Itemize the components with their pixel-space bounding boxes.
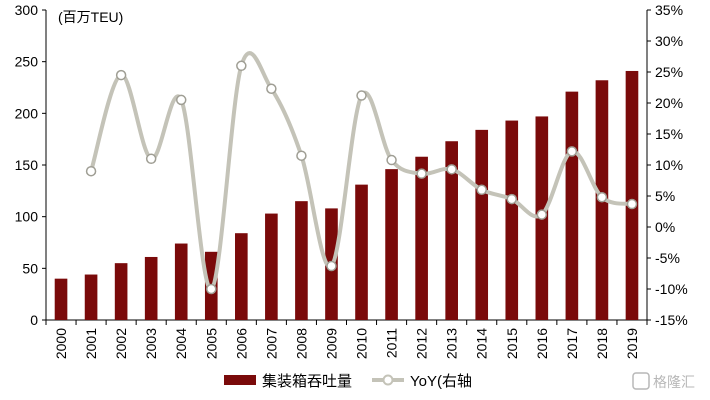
left-axis-ticks: 0 50 100 150 200 250 300 <box>15 2 46 328</box>
x-tick-label: 2000 <box>53 328 69 359</box>
yoy-point <box>566 146 578 157</box>
right-tick-label: 35% <box>655 2 683 18</box>
yoy-point <box>416 168 427 179</box>
x-tick-label: 2013 <box>444 328 460 359</box>
left-tick-label: 300 <box>15 2 39 18</box>
bar <box>174 243 188 320</box>
bar <box>235 233 248 320</box>
bar <box>144 256 158 320</box>
right-tick-label: 15% <box>655 126 683 142</box>
yoy-point <box>326 260 337 272</box>
x-tick-label: 2010 <box>354 328 370 359</box>
x-tick-label: 2015 <box>504 328 520 359</box>
left-tick-label: 250 <box>15 54 39 70</box>
yoy-point <box>206 283 217 295</box>
right-tick-label: -15% <box>655 312 688 328</box>
line-series <box>85 51 638 295</box>
yoy-point <box>446 164 457 175</box>
left-tick-label: 150 <box>15 157 39 173</box>
bar <box>295 201 308 320</box>
bar <box>355 184 368 320</box>
x-tick-label: 2012 <box>414 328 430 359</box>
x-tick-label: 2007 <box>263 328 279 359</box>
right-axis-ticks: -15% -10% -5% 0% 5% 10% 15% 20% 25% 30% 35% <box>647 2 688 328</box>
yoy-point <box>175 94 187 106</box>
right-tick-label: -10% <box>655 281 688 297</box>
yoy-point <box>506 193 518 205</box>
x-tick-label: 2018 <box>594 328 610 359</box>
x-tick-label: 2008 <box>293 328 309 359</box>
yoy-point <box>115 69 127 81</box>
left-tick-label: 100 <box>15 209 39 225</box>
left-tick-label: 200 <box>15 105 39 121</box>
right-tick-label: 10% <box>655 157 683 173</box>
bar <box>415 156 428 320</box>
yoy-point <box>296 150 307 161</box>
bar <box>445 141 458 320</box>
bar <box>625 70 639 320</box>
yoy-point <box>356 90 367 101</box>
yoy-point <box>476 184 487 196</box>
yoy-point <box>386 154 397 166</box>
bar <box>475 129 489 320</box>
watermark-logo-icon <box>632 372 650 390</box>
right-tick-label: 5% <box>655 188 675 204</box>
left-tick-label: 50 <box>22 260 38 276</box>
yoy-point <box>596 191 608 203</box>
x-tick-label: 2004 <box>173 328 189 359</box>
yoy-point <box>266 83 277 94</box>
left-tick-label: 0 <box>30 312 38 328</box>
right-tick-label: 0% <box>655 219 675 235</box>
legend-swatch-marker <box>382 374 394 386</box>
x-tick-label: 2016 <box>534 328 550 359</box>
watermark: 格隆汇 <box>632 372 695 390</box>
x-tick-label: 2005 <box>203 328 219 359</box>
right-tick-label: -5% <box>655 250 680 266</box>
x-tick-label: 2014 <box>474 328 490 359</box>
bar <box>385 169 398 320</box>
yoy-point <box>145 153 157 165</box>
legend: 集装箱吞吐量 YoY(右轴 <box>224 373 472 390</box>
right-tick-label: 25% <box>655 64 683 80</box>
x-tick-label: 2011 <box>384 328 400 358</box>
x-tick-label: 2009 <box>323 328 339 359</box>
watermark-text: 格隆汇 <box>653 374 695 390</box>
yoy-point <box>85 165 97 177</box>
bar <box>54 278 68 320</box>
yoy-point <box>626 198 638 210</box>
right-tick-label: 20% <box>655 95 683 111</box>
left-axis-unit: (百万TEU) <box>58 9 123 25</box>
bar <box>565 91 579 320</box>
bar <box>84 274 98 320</box>
legend-label-bar: 集装箱吞吐量 <box>262 373 352 390</box>
right-tick-label: 30% <box>655 33 683 49</box>
legend-swatch-bar <box>224 375 256 385</box>
x-tick-label: 2003 <box>143 328 159 359</box>
yoy-point <box>536 209 548 220</box>
x-tick-label: 2006 <box>233 328 249 359</box>
x-tick-label: 2019 <box>624 328 640 359</box>
x-axis-ticks: 2000 2001 2002 2003 2004 2005 2006 2007 2008 2009… <box>45 320 648 359</box>
yoy-point <box>236 60 247 72</box>
bar <box>265 213 278 320</box>
x-tick-label: 2001 <box>83 328 99 359</box>
bar <box>505 120 519 320</box>
x-tick-label: 2002 <box>113 328 129 359</box>
legend-label-line: YoY(右轴 <box>410 373 472 390</box>
bar <box>114 263 128 320</box>
x-tick-label: 2017 <box>564 328 580 359</box>
